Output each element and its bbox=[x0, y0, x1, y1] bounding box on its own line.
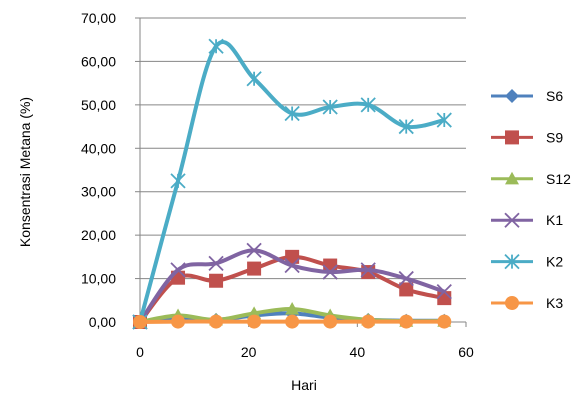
marker-square bbox=[285, 249, 300, 264]
marker-circle bbox=[171, 314, 186, 329]
marker-circle bbox=[133, 315, 147, 329]
legend-item-s12: S12 bbox=[491, 171, 571, 187]
marker-star bbox=[504, 253, 520, 270]
legend-item-k3: K3 bbox=[491, 295, 563, 311]
marker-star bbox=[208, 38, 224, 54]
marker-triangle bbox=[285, 301, 300, 315]
legend-label: S12 bbox=[546, 171, 571, 187]
y-tick-label: 60,00 bbox=[81, 53, 116, 69]
marker-star bbox=[322, 99, 338, 115]
legend-label: K2 bbox=[546, 254, 563, 270]
marker-circle bbox=[285, 314, 300, 329]
marker-x bbox=[436, 283, 452, 300]
legend-label: S6 bbox=[546, 88, 563, 104]
series-lines bbox=[132, 38, 452, 330]
gridlines bbox=[140, 17, 466, 280]
marker-square bbox=[505, 130, 519, 145]
marker-star bbox=[246, 71, 262, 87]
x-tick-label: 60 bbox=[458, 344, 474, 360]
y-tick-label: 20,00 bbox=[81, 227, 116, 243]
x-tick-label: 0 bbox=[136, 344, 144, 360]
marker-circle bbox=[505, 296, 519, 310]
marker-circle bbox=[399, 314, 414, 329]
x-tick-label: 40 bbox=[350, 344, 366, 360]
marker-star bbox=[436, 112, 452, 128]
marker-x bbox=[170, 262, 186, 278]
series-line bbox=[138, 40, 445, 323]
marker-diamond bbox=[505, 89, 519, 103]
marker-x bbox=[360, 262, 376, 278]
marker-x bbox=[322, 264, 338, 280]
legend-item-s9: S9 bbox=[491, 129, 563, 145]
marker-circle bbox=[209, 314, 224, 329]
y-tick-label: 10,00 bbox=[81, 271, 116, 287]
marker-circle bbox=[437, 314, 452, 329]
legend: S6 S9 S12 K1 K2 K3 bbox=[491, 88, 571, 311]
marker-star bbox=[284, 105, 300, 122]
y-tick-label: 40,00 bbox=[81, 140, 116, 156]
marker-triangle bbox=[505, 171, 519, 185]
marker-square bbox=[437, 291, 452, 306]
marker-square bbox=[209, 273, 224, 288]
x-tick-label: 20 bbox=[241, 344, 257, 360]
legend-label: K3 bbox=[546, 295, 563, 311]
marker-square bbox=[399, 282, 414, 297]
y-tick-label: 70,00 bbox=[81, 10, 116, 26]
marker-square bbox=[247, 261, 262, 276]
marker-x bbox=[284, 257, 300, 274]
marker-x bbox=[398, 270, 414, 287]
marker-star bbox=[170, 173, 186, 189]
legend-item-k2: K2 bbox=[491, 254, 563, 270]
y-tick-label: 0,00 bbox=[89, 314, 116, 330]
marker-star bbox=[398, 118, 414, 135]
legend-item-s6: S6 bbox=[491, 88, 563, 104]
legend-label: K1 bbox=[546, 212, 563, 228]
x-axis-label: Hari bbox=[291, 377, 317, 393]
marker-circle bbox=[323, 314, 338, 329]
legend-item-k1: K1 bbox=[491, 212, 563, 228]
marker-circle bbox=[361, 314, 376, 329]
marker-star bbox=[360, 97, 376, 113]
y-axis-label: Konsentrasi Metana (%) bbox=[17, 97, 33, 247]
y-tick-label: 50,00 bbox=[81, 97, 116, 113]
marker-x bbox=[504, 212, 520, 228]
legend-label: S9 bbox=[546, 129, 563, 145]
y-tick-labels: 0,00 10,00 20,00 30,00 40,00 50,00 60,00 70,00 bbox=[81, 10, 116, 330]
series-k3 bbox=[133, 314, 452, 329]
marker-x bbox=[208, 255, 224, 272]
x-tick-labels: 0 20 40 60 bbox=[136, 344, 474, 360]
marker-circle bbox=[247, 314, 262, 329]
marker-x bbox=[246, 242, 262, 258]
y-tick-label: 30,00 bbox=[81, 184, 116, 200]
